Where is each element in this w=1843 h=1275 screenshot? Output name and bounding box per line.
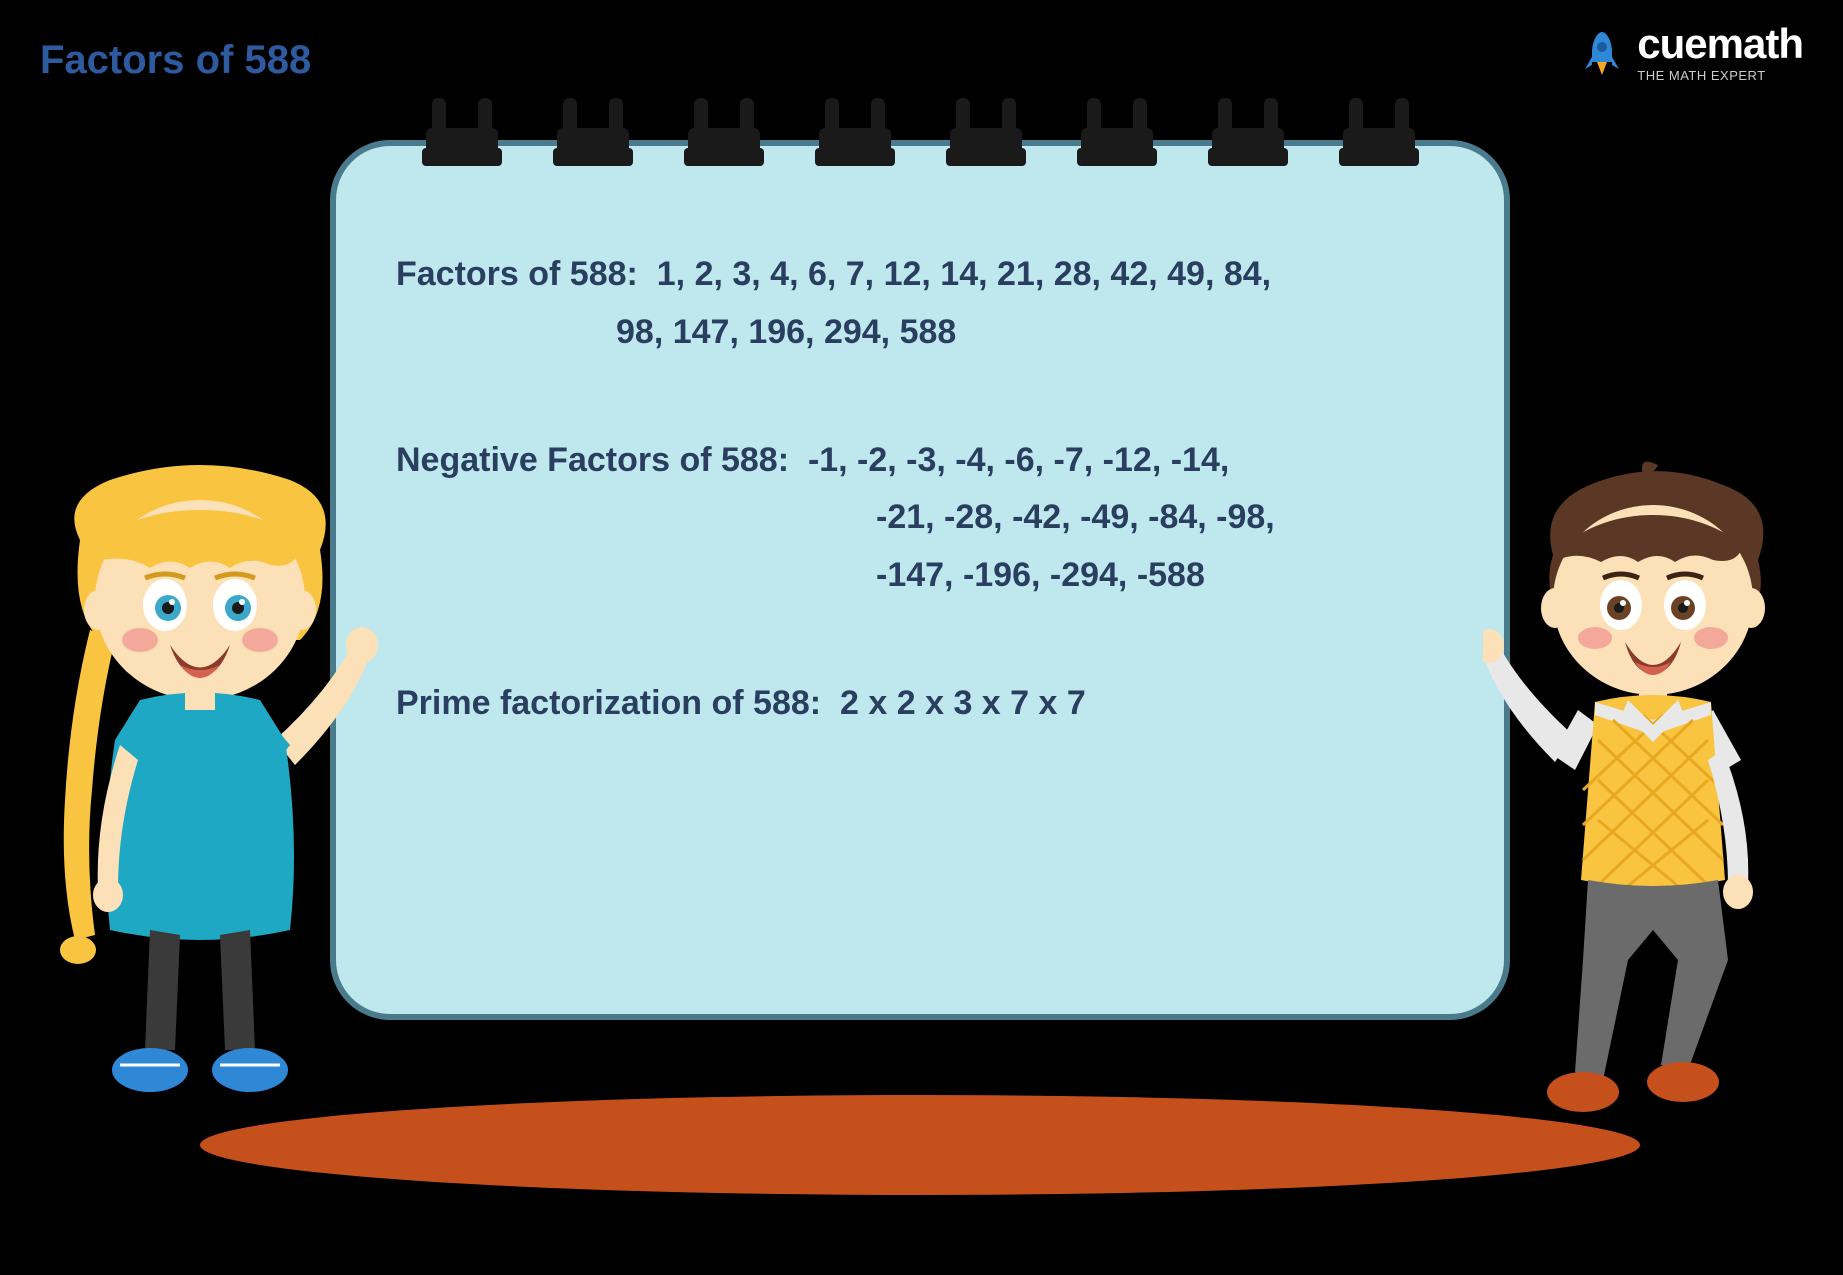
binder-clip-icon xyxy=(553,98,633,168)
girl-character xyxy=(20,460,380,1180)
factors-line1: 1, 2, 3, 4, 6, 7, 12, 14, 21, 28, 42, 49… xyxy=(657,255,1271,293)
negative-factors-line2: -21, -28, -42, -49, -84, -98, xyxy=(396,489,1444,547)
negative-factors-section: Negative Factors of 588: -1, -2, -3, -4,… xyxy=(396,432,1444,605)
notepad-card: Factors of 588: 1, 2, 3, 4, 6, 7, 12, 14… xyxy=(330,140,1510,1020)
ground-shadow xyxy=(200,1095,1640,1195)
notepad-content: Factors of 588: 1, 2, 3, 4, 6, 7, 12, 14… xyxy=(396,246,1444,733)
negative-factors-line1: -1, -2, -3, -4, -6, -7, -12, -14, xyxy=(808,441,1229,479)
binder-clip-icon xyxy=(1339,98,1419,168)
rocket-icon xyxy=(1577,27,1627,77)
brand-logo: cuemath THE MATH EXPERT xyxy=(1577,20,1803,83)
logo-brand-text: cuemath xyxy=(1637,20,1803,68)
prime-factorization-label: Prime factorization of 588: xyxy=(396,684,821,722)
factors-section: Factors of 588: 1, 2, 3, 4, 6, 7, 12, 14… xyxy=(396,246,1444,362)
prime-factorization-value: 2 x 2 x 3 x 7 x 7 xyxy=(840,684,1086,722)
binder-clip-icon xyxy=(815,98,895,168)
notepad-binders xyxy=(336,98,1504,168)
binder-clip-icon xyxy=(422,98,502,168)
binder-clip-icon xyxy=(1077,98,1157,168)
binder-clip-icon xyxy=(684,98,764,168)
page-title: Factors of 588 xyxy=(40,38,311,83)
binder-clip-icon xyxy=(946,98,1026,168)
logo-tagline: THE MATH EXPERT xyxy=(1637,68,1803,83)
negative-factors-line3: -147, -196, -294, -588 xyxy=(396,547,1444,605)
boy-character xyxy=(1483,460,1823,1180)
factors-label: Factors of 588: xyxy=(396,255,638,293)
prime-factorization-section: Prime factorization of 588: 2 x 2 x 3 x … xyxy=(396,675,1444,733)
factors-line2: 98, 147, 196, 294, 588 xyxy=(396,304,1444,362)
binder-clip-icon xyxy=(1208,98,1288,168)
negative-factors-label: Negative Factors of 588: xyxy=(396,441,789,479)
